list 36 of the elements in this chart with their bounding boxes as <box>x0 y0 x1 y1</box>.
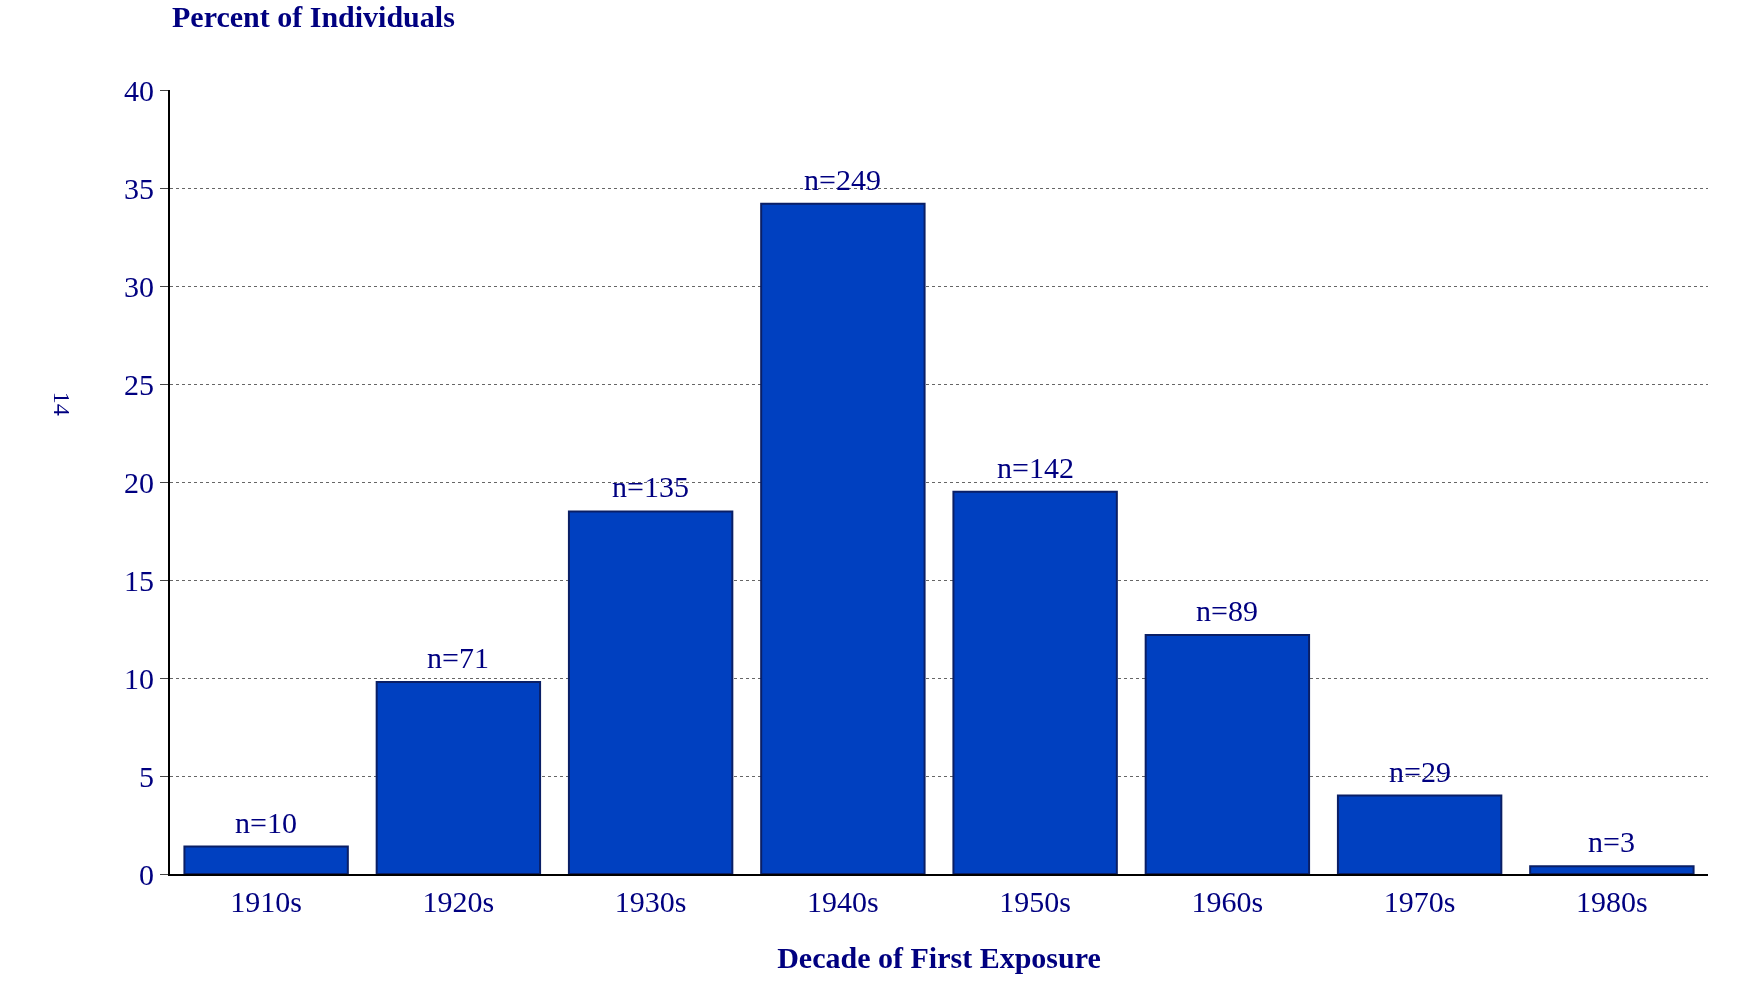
x-tick-label: 1970s <box>1383 885 1456 918</box>
x-tick-label: 1930s <box>614 885 687 918</box>
annotation: n=10 <box>235 806 297 839</box>
x-tick-label: 1960s <box>1191 885 1264 918</box>
y-axis-title: Percent of Individuals <box>172 0 455 33</box>
x-tick-label: 1940s <box>807 885 879 918</box>
y-tick-label: 5 <box>139 759 154 793</box>
bar <box>952 490 1118 874</box>
x-axis-title: Decade of First Exposure <box>777 941 1101 974</box>
y-tick-label: 15 <box>124 563 154 597</box>
y-tick-label: 30 <box>124 269 154 303</box>
x-tick-label: 1910s <box>230 885 302 918</box>
y-tick-label: 0 <box>139 857 154 891</box>
y-tick-label: 10 <box>124 661 154 695</box>
y-tick-label: 25 <box>124 367 154 401</box>
x-tick-label: 1980s <box>1576 885 1648 918</box>
x-tick-label: 1920s <box>422 885 495 918</box>
bar <box>183 845 349 874</box>
annotation: n=135 <box>612 470 689 503</box>
annotation: n=3 <box>1588 825 1635 858</box>
y-tick-label: 20 <box>124 465 154 499</box>
y-tick-label: 35 <box>124 171 154 205</box>
bar <box>375 680 542 874</box>
y-tick-label: 40 <box>124 73 154 107</box>
bar <box>1336 794 1503 874</box>
bar <box>760 202 926 874</box>
annotation: n=29 <box>1389 755 1451 788</box>
annotation: n=89 <box>1196 594 1258 627</box>
annotation: n=249 <box>804 163 881 196</box>
bar <box>567 510 734 874</box>
text: 14 <box>48 391 75 416</box>
bar <box>1529 865 1695 874</box>
annotation: n=142 <box>997 451 1074 484</box>
bar <box>1144 633 1311 874</box>
annotation: n=71 <box>427 641 489 674</box>
x-tick-label: 1950s <box>999 885 1071 918</box>
